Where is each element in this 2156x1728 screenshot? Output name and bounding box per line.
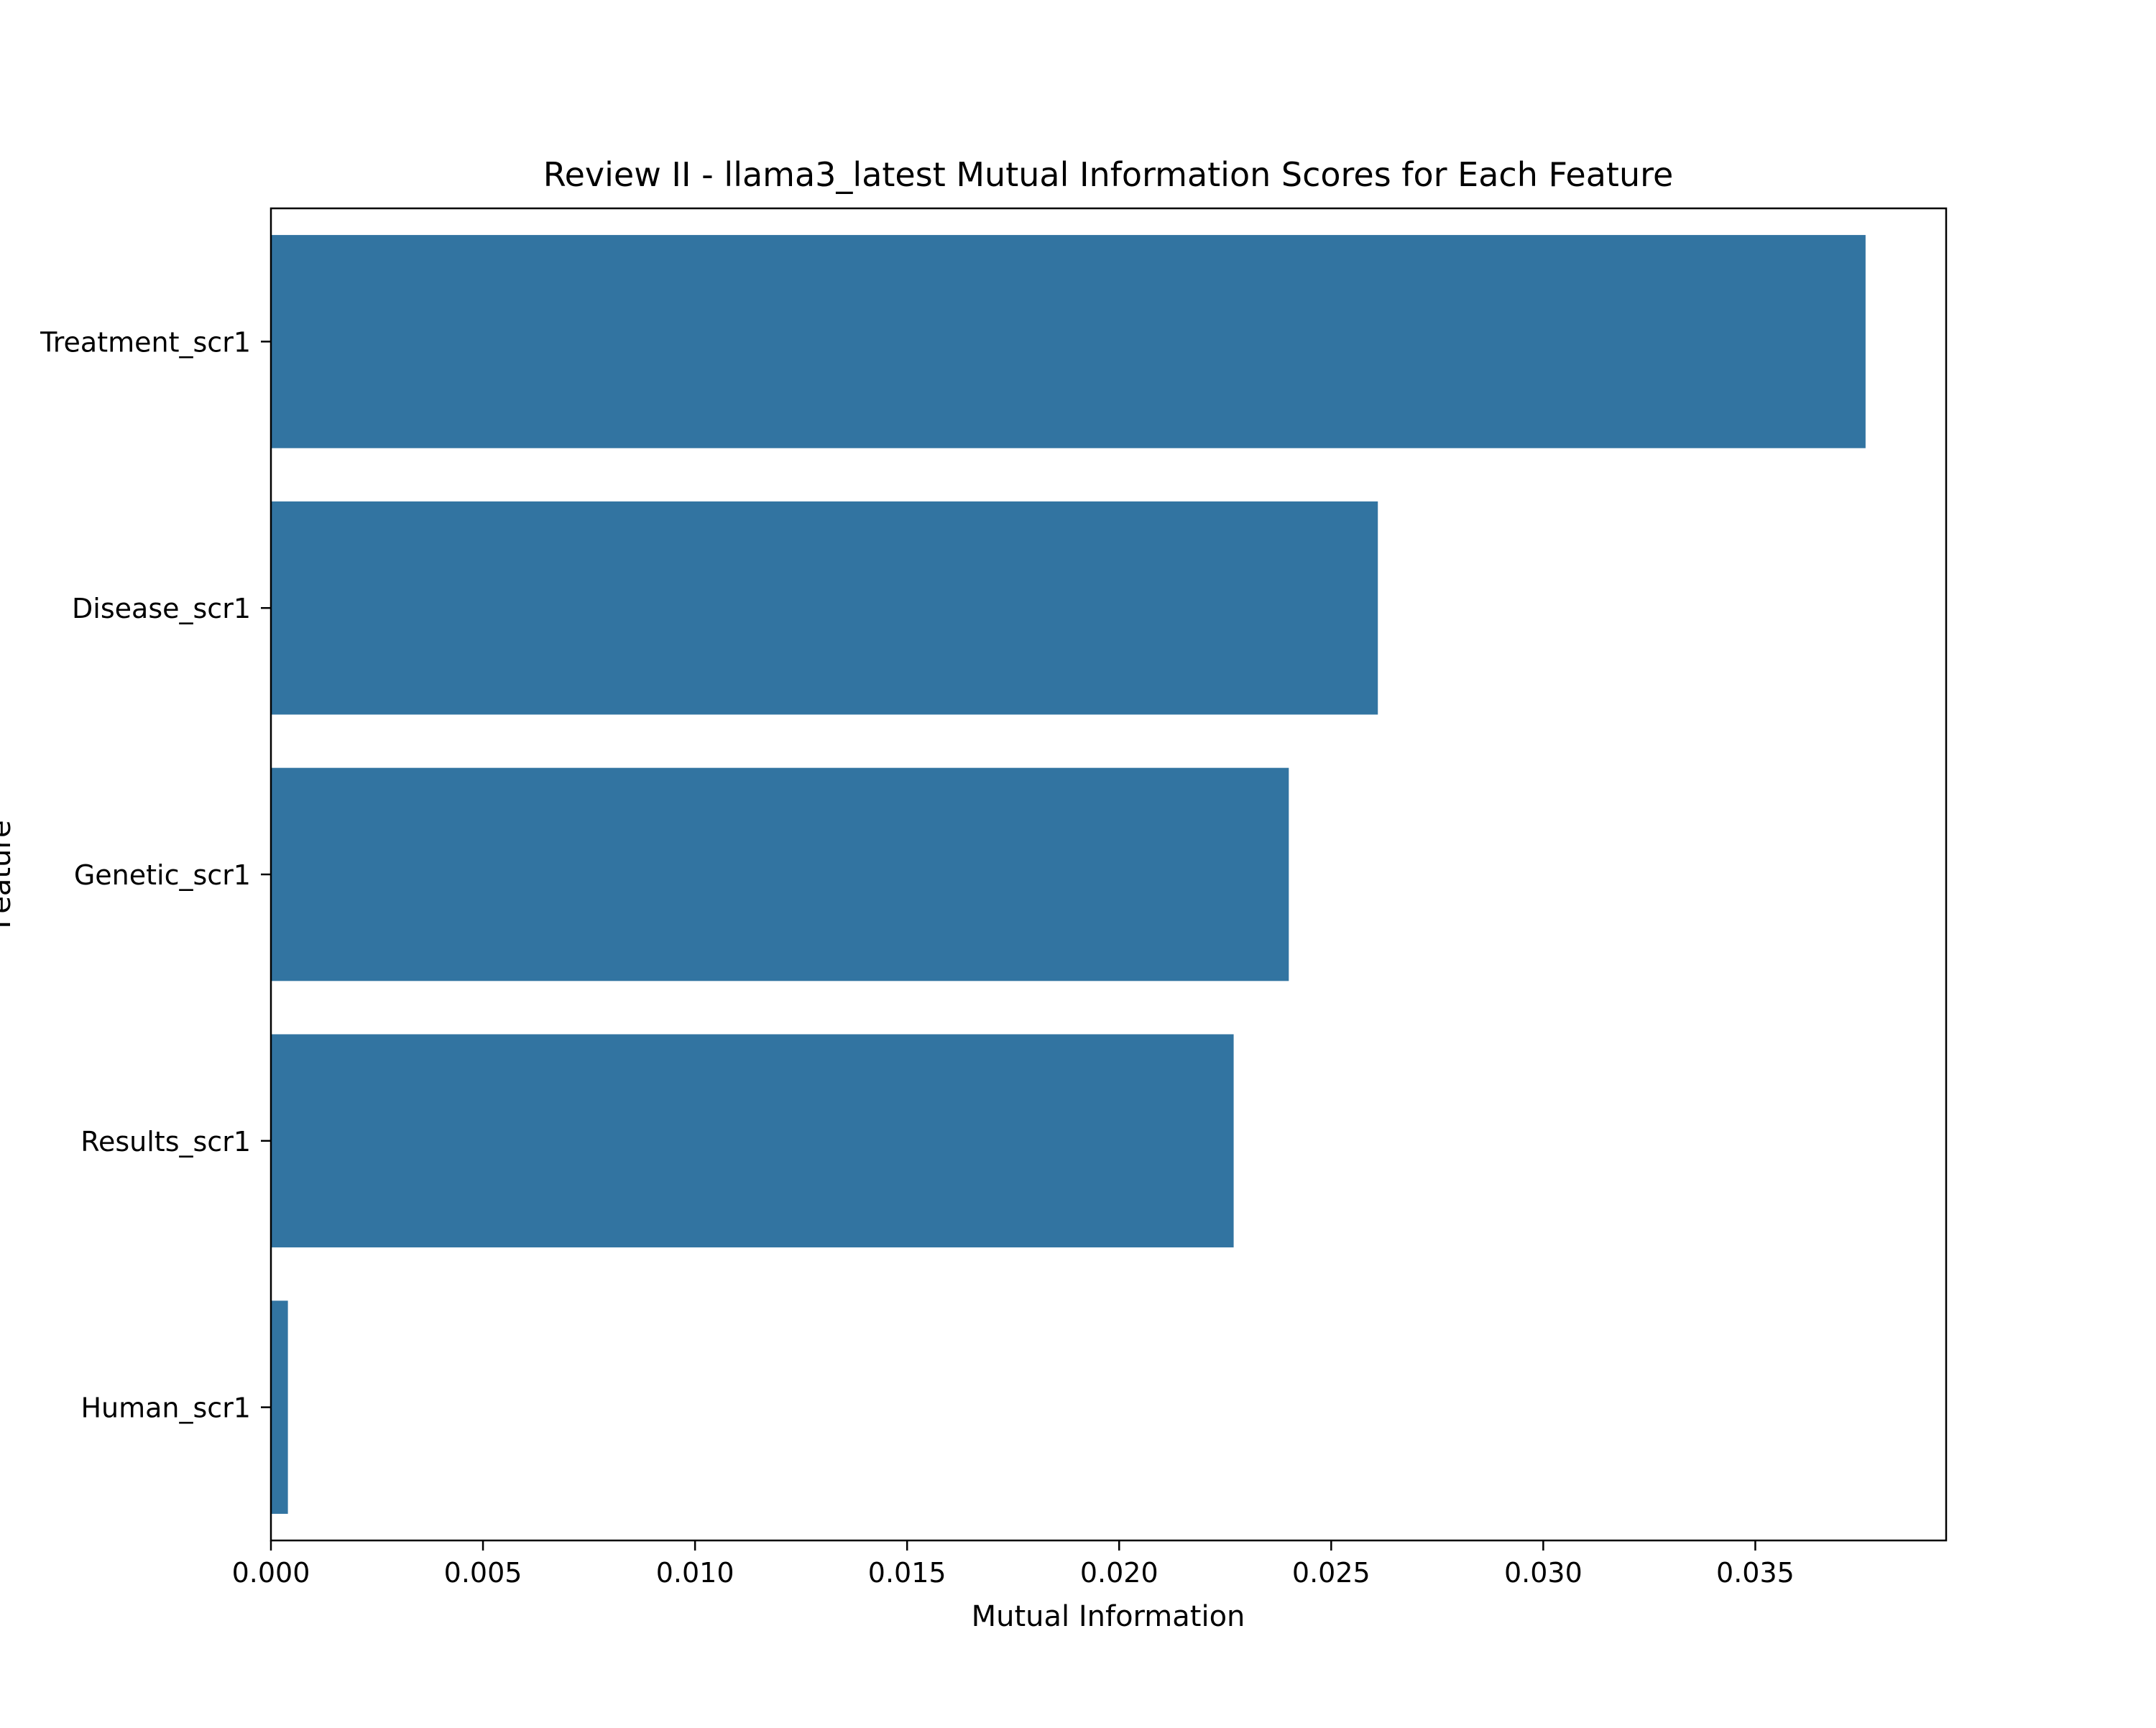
y-axis-label: Feature bbox=[0, 820, 17, 928]
x-tick-label: 0.030 bbox=[1504, 1557, 1583, 1589]
y-tick-label: Genetic_scr1 bbox=[74, 859, 251, 891]
x-tick-label: 0.005 bbox=[444, 1557, 522, 1589]
x-tick-label: 0.000 bbox=[232, 1557, 310, 1589]
x-axis-label: Mutual Information bbox=[972, 1600, 1245, 1633]
y-tick-label: Human_scr1 bbox=[80, 1392, 251, 1424]
chart-title: Review II - llama3_latest Mutual Informa… bbox=[543, 155, 1674, 194]
x-tick-label: 0.035 bbox=[1716, 1557, 1795, 1589]
bar-Disease_scr1 bbox=[271, 501, 1378, 715]
y-tick-label: Results_scr1 bbox=[80, 1126, 251, 1158]
y-axis: Treatment_scr1 Disease_scr1 Genetic_scr1 Re… bbox=[40, 326, 271, 1424]
bar-Human_scr1 bbox=[271, 1300, 288, 1514]
bars-layer bbox=[271, 235, 1866, 1514]
x-tick-label: 0.020 bbox=[1080, 1557, 1158, 1589]
x-axis: 0.000 0.005 0.010 0.015 0.020 0.025 0.030 0.035 bbox=[232, 1540, 1795, 1589]
y-tick-label: Disease_scr1 bbox=[72, 593, 251, 624]
x-tick-label: 0.010 bbox=[656, 1557, 734, 1589]
bar-Genetic_scr1 bbox=[271, 767, 1289, 981]
x-tick-label: 0.015 bbox=[868, 1557, 946, 1589]
bar-Results_scr1 bbox=[271, 1034, 1234, 1248]
y-tick-label: Treatment_scr1 bbox=[40, 326, 251, 358]
x-tick-label: 0.025 bbox=[1292, 1557, 1370, 1589]
bar-Treatment_scr1 bbox=[271, 235, 1866, 448]
